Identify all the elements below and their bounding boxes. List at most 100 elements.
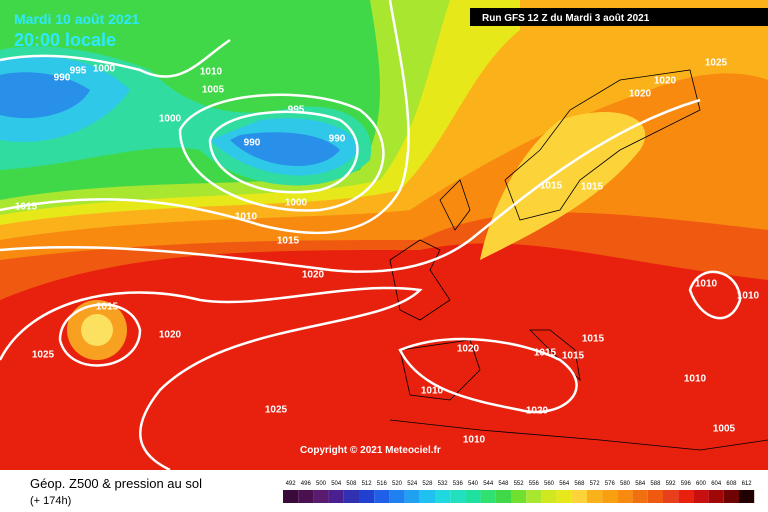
scale-label: 528: [422, 481, 433, 487]
isobar-label: 1020: [302, 270, 325, 281]
scale-cell: [495, 490, 511, 503]
scale-label: 588: [650, 481, 661, 487]
field-blue: [0, 72, 340, 167]
scale-label: 508: [346, 481, 357, 487]
isobar: [58, 303, 142, 367]
high-core: [81, 314, 113, 346]
scale-cell: [435, 490, 451, 503]
scale-cell: [541, 490, 557, 503]
scale-cell: [647, 490, 663, 503]
scale-cell: [602, 490, 618, 503]
isobar-label: 995: [70, 66, 87, 77]
scale-label: 604: [711, 481, 722, 487]
isobar: [0, 0, 410, 235]
scale-cell: [708, 490, 724, 503]
scale-label: 492: [286, 481, 297, 487]
isobar-label: 1015: [534, 348, 557, 359]
scale-cell: [298, 490, 314, 503]
isobar-label: 1015: [581, 182, 604, 193]
isobar-label: 1025: [705, 58, 728, 69]
isobar-label: 990: [54, 73, 71, 84]
scale-cell: [450, 490, 466, 503]
scale-label: 568: [574, 481, 585, 487]
scale-label: 576: [605, 481, 616, 487]
scale-cell: [739, 490, 755, 503]
isobar-label: 1015: [277, 236, 300, 247]
isobar-label: 1020: [526, 406, 549, 417]
footer-title: Géop. Z500 & pression au sol: [30, 476, 202, 491]
scale-label: 572: [590, 481, 601, 487]
scale-label: 524: [407, 481, 418, 487]
scale-label: 500: [316, 481, 327, 487]
scale-label: 504: [331, 481, 342, 487]
scale-cell: [480, 490, 496, 503]
isobar-label: 1020: [629, 89, 652, 100]
isobar: [0, 38, 231, 78]
scale-label: 612: [742, 481, 753, 487]
isobar-label: 1015: [15, 202, 38, 213]
scale-cell: [465, 490, 481, 503]
isobar-label: 1020: [159, 330, 182, 341]
isobar-label: 1025: [32, 350, 55, 361]
scale-cell: [419, 490, 435, 503]
isobar-label: 1010: [684, 374, 707, 385]
isobar-label: 1010: [200, 67, 223, 78]
scale-label: 584: [635, 481, 646, 487]
coastlines: [389, 69, 768, 451]
isobar-label: 1015: [540, 181, 563, 192]
isobar-label: 1010: [695, 279, 718, 290]
isobars: [0, 0, 742, 414]
isobar-label: 1000: [93, 64, 116, 75]
scale-cell: [374, 490, 390, 503]
scale-cell: [404, 490, 420, 503]
date: Mardi 10 août 2021: [14, 11, 139, 27]
isobar: [208, 110, 359, 194]
isobar-label: 1005: [713, 424, 736, 435]
scale-cell: [617, 490, 633, 503]
scale-label: 536: [453, 481, 464, 487]
scale-label: 532: [438, 481, 449, 487]
scale-label: 496: [301, 481, 312, 487]
scale-cell: [693, 490, 709, 503]
scale-label: 592: [666, 481, 677, 487]
scale-label: 560: [544, 481, 555, 487]
scale-cell: [678, 490, 694, 503]
scale-label: 512: [362, 481, 373, 487]
copyright: Copyright © 2021 Meteociel.fr: [300, 445, 441, 456]
scale-label: 600: [696, 481, 707, 487]
run: Run GFS 12 Z du Mardi 3 août 2021: [482, 13, 650, 24]
isobar-label: 1020: [654, 76, 677, 87]
scale-cell: [556, 490, 572, 503]
scale-cell: [283, 490, 299, 503]
scale-cell: [359, 490, 375, 503]
isobar-label: 1015: [96, 302, 119, 313]
scale-cell: [663, 490, 679, 503]
isobar-label: 1000: [285, 198, 308, 209]
scale-label: 520: [392, 481, 403, 487]
scale-cell: [632, 490, 648, 503]
scale-cell: [571, 490, 587, 503]
scale-cell: [389, 490, 405, 503]
isobar-label: 1010: [235, 212, 258, 223]
isobar-label: 1010: [421, 386, 444, 397]
scale-label: 608: [726, 481, 737, 487]
isobar-label: 1015: [582, 334, 605, 345]
scale-cell: [723, 490, 739, 503]
scale-label: 516: [377, 481, 388, 487]
scale-cell: [328, 490, 344, 503]
scale-cell: [313, 490, 329, 503]
field-yellow-east: [480, 111, 646, 260]
isobar-label: 1015: [562, 351, 585, 362]
isobar: [688, 270, 742, 320]
isobar-label: 1010: [463, 435, 486, 446]
isobar: [0, 98, 701, 273]
scale-label: 540: [468, 481, 479, 487]
isobar-label: 995: [288, 105, 305, 116]
scale-cell: [343, 490, 359, 503]
isobar-label: 1010: [737, 291, 760, 302]
scale-label: 544: [483, 481, 494, 487]
scale-label: 564: [559, 481, 570, 487]
isobar-label: 1020: [457, 344, 480, 355]
